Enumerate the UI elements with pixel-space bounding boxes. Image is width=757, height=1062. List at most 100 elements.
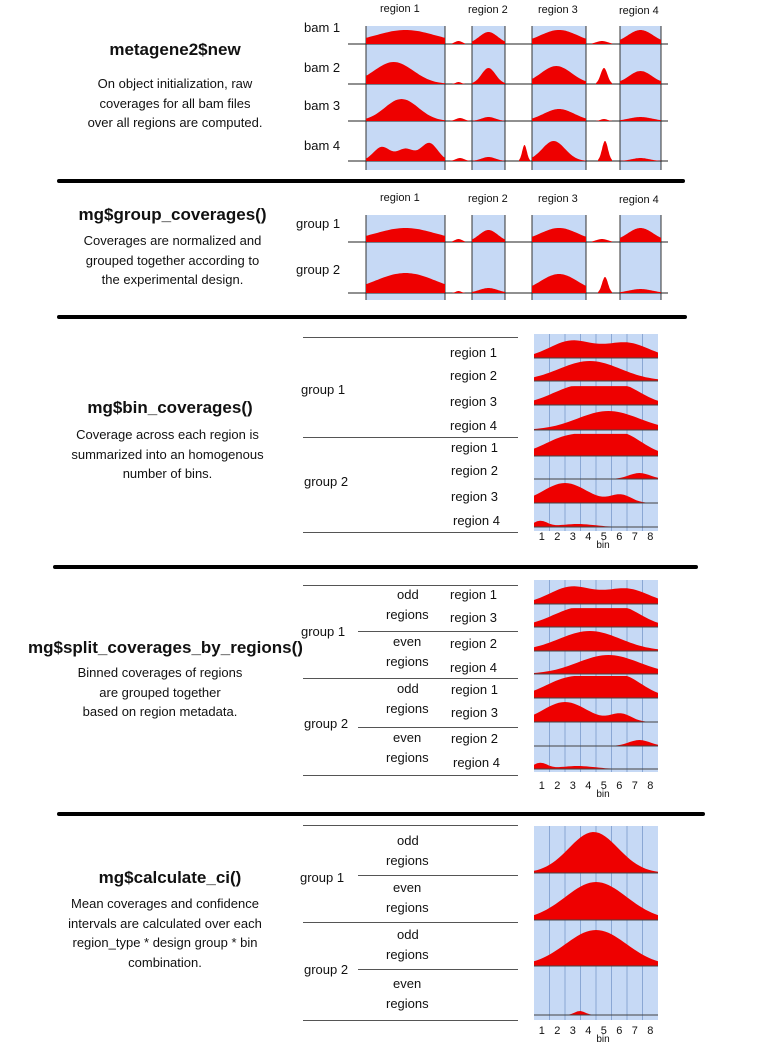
subgroup-label: odd [397, 927, 419, 942]
coverage-area [620, 117, 661, 121]
section-separator [53, 565, 698, 569]
section5-title: mg$calculate_ci() [98, 868, 242, 887]
region-label: region 3 [450, 394, 497, 409]
divider-line [303, 1020, 518, 1021]
bin-tick-label: 6 [616, 531, 622, 543]
binned-coverage [534, 702, 658, 722]
coverage-area [452, 239, 465, 242]
binned-coverage [534, 433, 658, 456]
coverage-area [450, 118, 470, 121]
region-label: region 4 [619, 194, 659, 206]
coverage-area [472, 157, 505, 161]
region-highlight [620, 26, 661, 170]
binned-coverage [534, 411, 658, 430]
divider-line [303, 337, 518, 338]
binned-coverage [534, 520, 658, 527]
group-label: group 2 [304, 474, 349, 489]
bin-tick-label: 2 [554, 531, 560, 543]
coverage-area [366, 142, 445, 161]
group-label: group 1 [300, 870, 345, 885]
coverage-area [620, 158, 661, 161]
subgroup-label: regions [386, 947, 429, 962]
coverage-area [452, 291, 465, 293]
subgroup-label: regions [386, 701, 429, 716]
coverage-area [472, 32, 505, 44]
coverage-area [452, 41, 465, 44]
coverage-area [532, 228, 586, 242]
coverage-area [366, 228, 445, 242]
desc-line: Mean coverages and confidence [71, 896, 259, 911]
bin-tick-label: 7 [632, 531, 638, 543]
binned-coverage [534, 740, 658, 746]
desc-line: number of bins. [122, 466, 213, 481]
coverage-area [598, 141, 612, 161]
bin-axis-label: bin [596, 540, 609, 551]
region-label: region 2 [468, 193, 508, 205]
desc-line: are grouped together [99, 684, 221, 700]
coverage-area [366, 62, 445, 84]
region-label: region 3 [538, 4, 578, 16]
divider-line [358, 969, 518, 970]
coverage-area [472, 68, 505, 84]
region-label: region 4 [453, 513, 500, 528]
binned-coverage [534, 930, 658, 966]
region-label: region 1 [450, 345, 497, 360]
divider-line [358, 727, 518, 728]
bin-tick-label: 5 [601, 531, 607, 543]
divider-line [358, 631, 518, 632]
divider-line [303, 532, 518, 533]
region-highlight [620, 215, 661, 300]
binned-coverage [534, 832, 658, 873]
desc-line: On object initialization, raw [97, 76, 253, 91]
region-label: region 4 [453, 755, 500, 770]
coverage-area [596, 119, 612, 121]
desc-line: coverages for all bam files [99, 95, 251, 111]
binned-coverage [534, 586, 658, 604]
section1-title: metagene2$new [109, 40, 241, 59]
group-label: group 2 [304, 962, 349, 977]
bin-tick-label: 6 [616, 780, 622, 792]
binned-coverage [534, 631, 658, 651]
row-label: bam 3 [304, 98, 341, 113]
subgroup-label: even [393, 976, 422, 991]
section3-description: Coverage across each region is summarize… [35, 425, 300, 484]
divider-line [303, 678, 518, 679]
coverage-area [450, 158, 470, 161]
coverage-area [472, 117, 505, 121]
desc-line: intervals are calculated over each [68, 915, 262, 931]
coverage-area [620, 30, 661, 44]
section-separator [57, 812, 705, 816]
section-separator [57, 315, 687, 319]
coverage-area [452, 82, 465, 84]
bin-tick-label: 4 [585, 531, 591, 543]
coverage-area [620, 289, 661, 293]
divider-line [303, 922, 518, 923]
coverage-area [472, 288, 505, 293]
section-separator [57, 179, 685, 183]
coverage-area [366, 273, 445, 293]
region-label: region 1 [380, 192, 420, 204]
region-label: region 1 [451, 682, 498, 697]
region-label: region 1 [450, 587, 497, 602]
subgroup-label: odd [397, 681, 419, 696]
desc-line: Binned coverages of regions [77, 665, 243, 680]
subgroup-label: odd [397, 833, 419, 848]
bin-tick-label: 5 [601, 1025, 607, 1037]
binned-coverage [534, 483, 658, 503]
desc-line: Coverage across each region is [76, 427, 259, 442]
row-label: bam 2 [304, 60, 341, 75]
bin-tick-label: 8 [647, 531, 653, 543]
desc-line: grouped together according to [85, 252, 260, 268]
divider-line [303, 585, 518, 586]
bin-tick-label: 8 [647, 780, 653, 792]
row-label: bam 4 [304, 138, 341, 153]
region-label: region 3 [451, 705, 498, 720]
region-label: region 2 [451, 463, 498, 478]
divider-line [358, 875, 518, 876]
subgroup-label: regions [386, 853, 429, 868]
coverage-area [598, 277, 612, 293]
region-highlight [472, 215, 505, 300]
region-label: region 3 [451, 489, 498, 504]
bin-tick-label: 3 [570, 531, 576, 543]
